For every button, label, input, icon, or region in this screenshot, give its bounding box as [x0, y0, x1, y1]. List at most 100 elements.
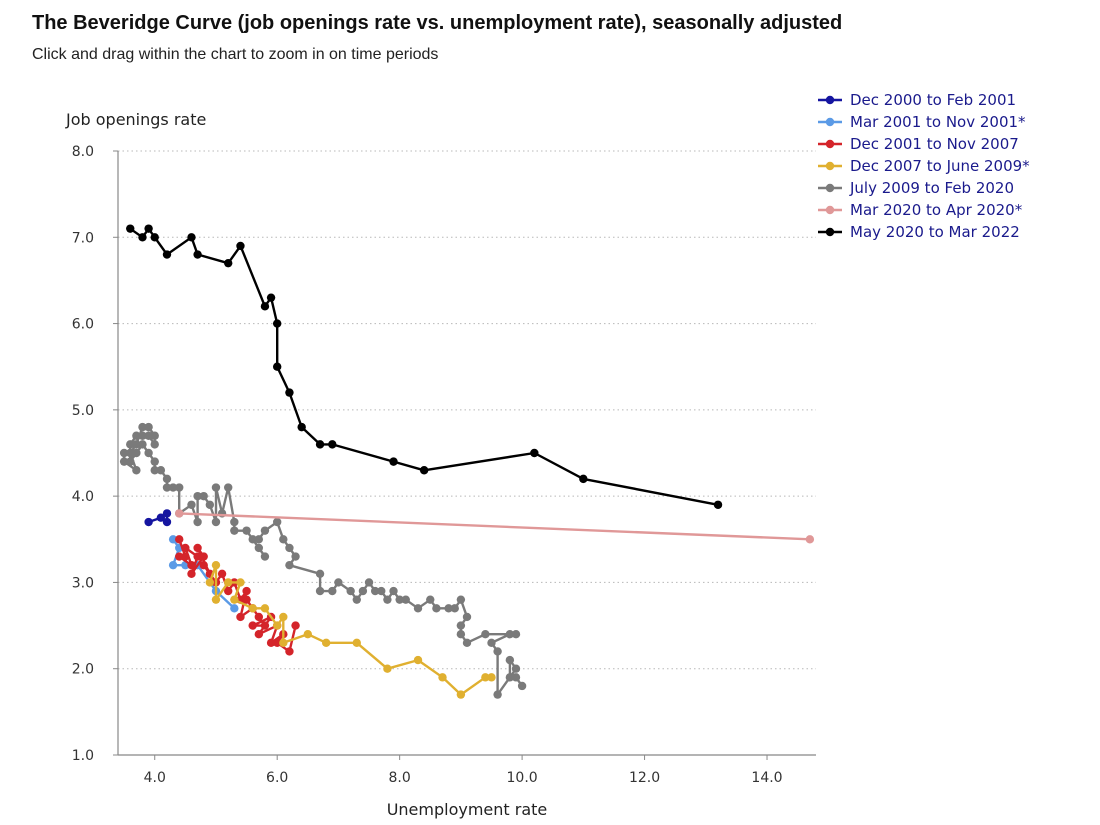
data-point[interactable]: [144, 431, 153, 440]
data-point[interactable]: [713, 500, 723, 509]
data-point[interactable]: [266, 638, 276, 648]
data-point[interactable]: [481, 630, 490, 639]
data-point[interactable]: [193, 250, 202, 259]
data-point[interactable]: [132, 431, 141, 440]
data-point[interactable]: [175, 552, 184, 561]
data-point[interactable]: [126, 448, 135, 458]
data-point[interactable]: [162, 474, 172, 484]
data-point[interactable]: [297, 422, 306, 432]
data-point[interactable]: [193, 543, 202, 553]
data-point[interactable]: [505, 655, 515, 665]
data-point[interactable]: [364, 578, 374, 587]
data-point[interactable]: [224, 483, 233, 492]
data-point[interactable]: [132, 466, 141, 475]
data-point[interactable]: [450, 604, 459, 613]
data-point[interactable]: [505, 673, 515, 682]
data-point[interactable]: [383, 595, 392, 604]
data-point[interactable]: [199, 491, 208, 501]
data-point[interactable]: [187, 500, 196, 509]
data-point[interactable]: [193, 552, 202, 561]
data-point[interactable]: [511, 673, 521, 682]
data-point[interactable]: [254, 612, 264, 622]
data-point[interactable]: [126, 440, 135, 449]
data-point[interactable]: [328, 586, 337, 596]
data-point[interactable]: [126, 457, 135, 466]
data-point[interactable]: [144, 517, 153, 527]
data-point[interactable]: [230, 595, 239, 604]
data-point[interactable]: [272, 517, 282, 527]
data-point[interactable]: [162, 517, 172, 527]
data-point[interactable]: [272, 638, 282, 648]
data-point[interactable]: [162, 483, 172, 492]
data-point[interactable]: [168, 560, 178, 570]
legend-item[interactable]: Mar 2001 to Nov 2001*: [818, 113, 1026, 131]
data-point[interactable]: [303, 630, 313, 639]
data-point[interactable]: [315, 440, 325, 449]
data-point[interactable]: [456, 690, 466, 699]
data-point[interactable]: [187, 569, 196, 578]
data-point[interactable]: [205, 500, 215, 509]
data-point[interactable]: [334, 578, 343, 587]
data-point[interactable]: [481, 673, 490, 682]
data-point[interactable]: [168, 535, 178, 544]
legend-item[interactable]: May 2020 to Mar 2022: [818, 223, 1020, 241]
data-point[interactable]: [419, 466, 429, 475]
data-point[interactable]: [224, 258, 233, 268]
data-point[interactable]: [413, 604, 423, 613]
data-point[interactable]: [193, 517, 202, 527]
data-point[interactable]: [517, 681, 527, 691]
data-point[interactable]: [426, 595, 435, 604]
data-point[interactable]: [530, 448, 539, 458]
data-point[interactable]: [328, 440, 337, 449]
data-point[interactable]: [285, 647, 294, 656]
data-point[interactable]: [156, 466, 166, 475]
data-point[interactable]: [248, 604, 257, 613]
data-point[interactable]: [260, 552, 270, 561]
data-point[interactable]: [242, 595, 251, 604]
data-point[interactable]: [230, 517, 239, 527]
series-3[interactable]: [175, 535, 300, 656]
data-point[interactable]: [199, 552, 208, 561]
data-point[interactable]: [260, 604, 270, 613]
data-point[interactable]: [236, 241, 245, 251]
data-point[interactable]: [162, 250, 172, 259]
data-point[interactable]: [175, 483, 184, 492]
data-point[interactable]: [377, 586, 386, 596]
data-point[interactable]: [187, 560, 196, 570]
data-point[interactable]: [150, 440, 159, 449]
data-point[interactable]: [138, 422, 147, 432]
data-point[interactable]: [260, 621, 270, 630]
legend-item[interactable]: Mar 2020 to Apr 2020*: [818, 201, 1023, 219]
data-point[interactable]: [352, 638, 361, 648]
data-point[interactable]: [438, 673, 447, 682]
data-point[interactable]: [370, 586, 380, 596]
data-point[interactable]: [132, 440, 141, 449]
data-point[interactable]: [805, 535, 815, 544]
data-point[interactable]: [279, 638, 288, 648]
data-point[interactable]: [266, 293, 276, 302]
data-point[interactable]: [315, 586, 325, 596]
data-point[interactable]: [162, 509, 172, 518]
data-point[interactable]: [272, 362, 282, 371]
data-point[interactable]: [383, 664, 392, 673]
data-point[interactable]: [395, 595, 404, 604]
data-point[interactable]: [279, 535, 288, 544]
data-point[interactable]: [444, 604, 453, 613]
data-point[interactable]: [144, 448, 153, 458]
data-point[interactable]: [254, 535, 264, 544]
series-5[interactable]: [119, 422, 527, 699]
series-6[interactable]: [175, 509, 815, 544]
data-point[interactable]: [346, 586, 355, 596]
data-point[interactable]: [132, 448, 141, 458]
data-point[interactable]: [279, 612, 288, 622]
data-point[interactable]: [199, 560, 208, 570]
series-2[interactable]: [168, 535, 239, 613]
legend-item[interactable]: July 2009 to Feb 2020: [818, 179, 1014, 197]
data-point[interactable]: [462, 638, 472, 648]
data-point[interactable]: [260, 526, 270, 535]
data-point[interactable]: [119, 457, 129, 466]
data-point[interactable]: [168, 483, 178, 492]
data-point[interactable]: [358, 586, 368, 596]
data-point[interactable]: [150, 233, 159, 242]
data-point[interactable]: [272, 319, 282, 328]
